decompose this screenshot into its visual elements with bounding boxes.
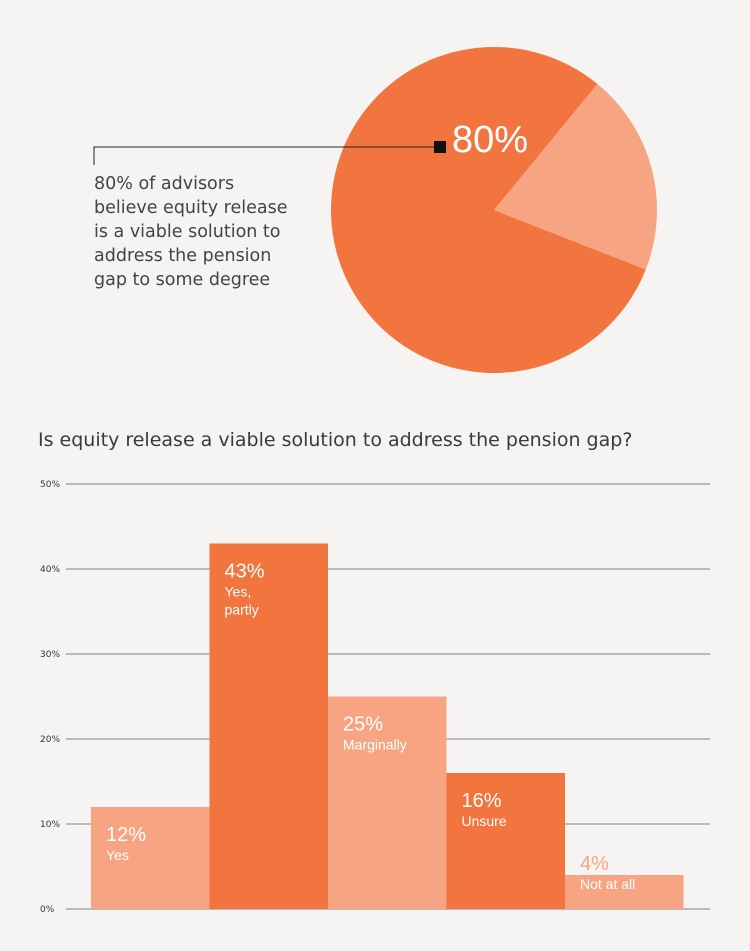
pie-big-label: 80% bbox=[452, 119, 528, 161]
pie-chart bbox=[330, 46, 657, 373]
bar-data-label: 16% bbox=[462, 790, 502, 812]
bar-chart: 12%Yes 43%Yes, partly 25%Marginally 16%Unsur… bbox=[91, 543, 684, 909]
y-tick-label: 0% bbox=[40, 905, 55, 915]
callout-marker bbox=[434, 141, 446, 153]
bar-category-label: partly bbox=[225, 602, 259, 618]
callout-text-line: is a viable solution to bbox=[94, 222, 281, 242]
bar-2 bbox=[209, 543, 328, 909]
pie-slice-2 bbox=[494, 84, 657, 270]
bar-category-label: Yes bbox=[106, 847, 129, 863]
callout-text-line: believe equity release bbox=[94, 198, 287, 218]
y-tick-label: 50% bbox=[40, 480, 60, 490]
callout-leader-line bbox=[93, 146, 440, 165]
bar-3 bbox=[328, 696, 447, 909]
bar-4 bbox=[446, 773, 565, 909]
pie-slice-1 bbox=[330, 46, 646, 373]
y-tick-label: 30% bbox=[40, 650, 60, 660]
callout-text-line: 80% of advisors bbox=[94, 174, 234, 194]
bar-category-label: Unsure bbox=[462, 813, 507, 829]
bar-category-label: Marginally bbox=[343, 737, 407, 753]
y-tick-label: 40% bbox=[40, 565, 60, 575]
bar-data-label: 25% bbox=[343, 714, 383, 736]
bar-1 bbox=[91, 807, 210, 909]
bar-chart-title: Is equity release a viable solution to a… bbox=[38, 429, 632, 451]
bar-data-label: 12% bbox=[106, 824, 146, 846]
bar-category-label: Not at all bbox=[580, 876, 635, 892]
bar-5 bbox=[565, 875, 684, 909]
bar-data-label: 43% bbox=[225, 561, 265, 583]
bar-data-label: 4% bbox=[580, 853, 609, 875]
y-tick-label: 20% bbox=[40, 735, 60, 745]
bar-category-label: Yes, bbox=[225, 584, 252, 600]
callout-text-line: gap to some degree bbox=[94, 270, 270, 290]
callout-text-line: address the pension bbox=[94, 246, 271, 266]
pie-callout: 80% 80% of advisors believe equity release… bbox=[93, 119, 528, 290]
y-tick-label: 10% bbox=[40, 820, 60, 830]
